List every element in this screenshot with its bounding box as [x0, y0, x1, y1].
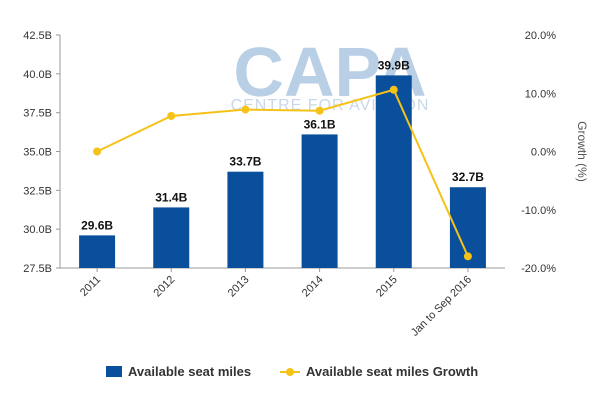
right-tick-label: -20.0%: [521, 263, 556, 275]
x-tick-label: Jan to Sep 2016: [409, 274, 474, 339]
bar-data-label: 33.7B: [229, 155, 261, 169]
bar: [79, 235, 116, 268]
legend-swatch-marker: [286, 368, 294, 376]
left-tick-label: 35.0B: [23, 147, 52, 159]
right-tick-label: 20.0%: [525, 30, 556, 42]
x-tick-label: 2015: [374, 274, 400, 300]
growth-point: [315, 106, 324, 115]
left-tick-label: 42.5B: [23, 30, 52, 42]
x-tick-label: 2014: [300, 274, 326, 300]
bar-data-label: 39.9B: [378, 58, 410, 72]
growth-line: [96, 88, 469, 257]
right-tick-label: -10.0%: [521, 205, 556, 217]
x-tick-label: 2012: [152, 274, 178, 300]
right-tick-label: 10.0%: [525, 88, 556, 100]
legend: Available seat miles Available seat miles…: [106, 364, 478, 379]
bar-series: [79, 75, 486, 269]
right-tick-label: 0.0%: [531, 147, 556, 159]
legend-label-line: Available seat miles Growth: [306, 364, 478, 379]
x-tick-label: 2011: [78, 274, 103, 299]
bar: [301, 134, 338, 268]
growth-point: [463, 252, 472, 261]
bar-data-label: 36.1B: [304, 117, 336, 131]
legend-swatch-bar: [106, 366, 122, 377]
growth-point: [93, 147, 102, 156]
bar-data-label: 32.7B: [452, 170, 484, 184]
bar: [153, 207, 190, 268]
bar: [227, 171, 264, 268]
legend-label-bar: Available seat miles: [128, 364, 251, 379]
growth-line-series: [93, 85, 472, 261]
bar: [375, 75, 412, 269]
growth-point: [241, 105, 250, 114]
left-tick-label: 30.0B: [23, 224, 52, 236]
left-tick-label: 40.0B: [23, 69, 52, 81]
left-tick-label: 32.5B: [23, 185, 52, 197]
right-axis-title: Growth (%): [575, 121, 589, 182]
growth-point: [167, 111, 176, 120]
bar-data-label: 31.4B: [155, 190, 187, 204]
bar-data-label: 29.6B: [81, 218, 113, 232]
x-tick-label: 2013: [226, 274, 252, 300]
growth-point: [389, 85, 398, 94]
left-tick-label: 27.5B: [23, 263, 52, 275]
data-labels: 29.6B 31.4B 33.7B 36.1B 39.9B 32.7B: [81, 58, 484, 232]
left-tick-label: 37.5B: [23, 108, 52, 120]
